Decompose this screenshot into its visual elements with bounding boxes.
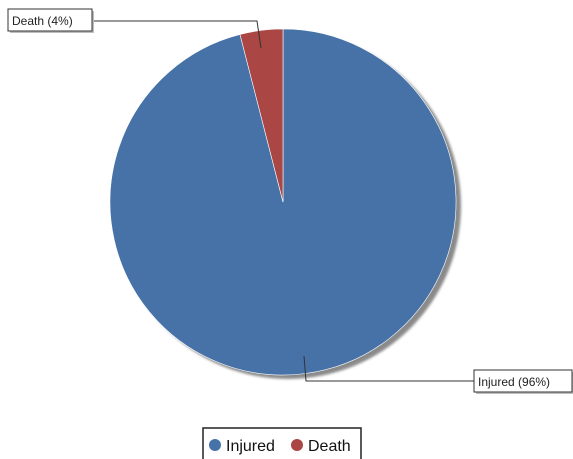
death-callout: Death (4%) (7, 8, 94, 33)
legend-item-injured[interactable]: Injured (209, 438, 275, 455)
legend-marker-death (291, 439, 303, 451)
legend-box (202, 427, 362, 459)
legend-label-death: Death (308, 438, 351, 455)
injured-callout-box (473, 369, 573, 393)
injured-callout: Injured (96%) (473, 369, 573, 394)
legend-label-injured: Injured (226, 438, 275, 455)
death-data-label: Death (4%) (12, 14, 73, 28)
legend-item-death[interactable]: Death (291, 438, 351, 455)
injured-data-label: Injured (96%) (478, 375, 550, 389)
injured-leader-line (303, 355, 474, 382)
legend: Injured Death (202, 427, 362, 459)
pie-slices (109, 28, 457, 376)
death-callout-box (7, 8, 93, 32)
death-leader-line (93, 20, 262, 49)
pie-slice-death[interactable] (239, 28, 284, 203)
legend-marker-injured (209, 439, 221, 451)
